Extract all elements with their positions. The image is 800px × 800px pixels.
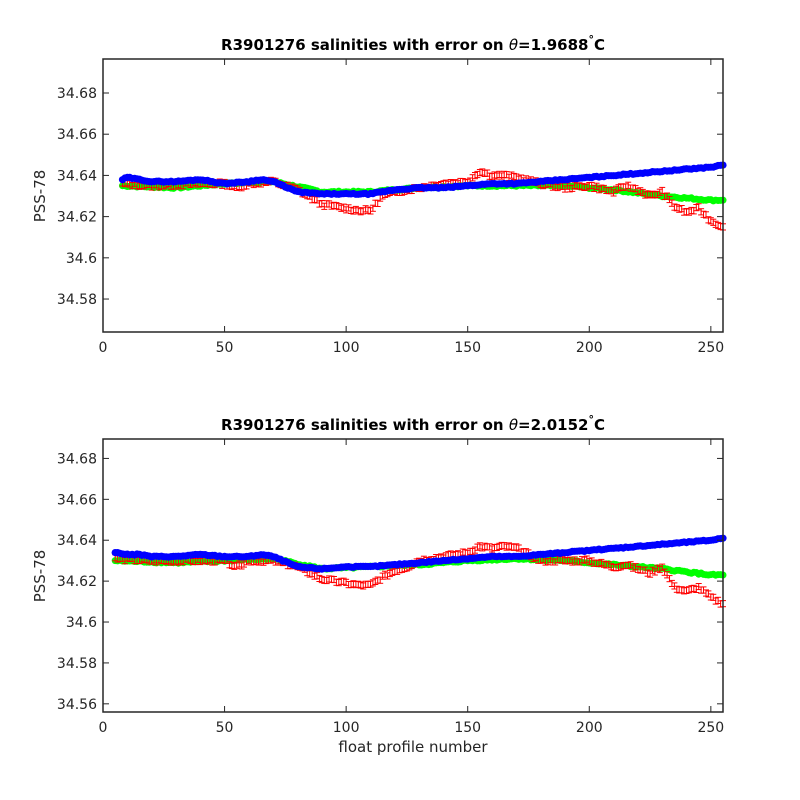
plot-1-ytick-label: 34.6 — [66, 251, 97, 267]
plot-1-ytick-label: 34.62 — [57, 210, 97, 226]
plot-2-title: R3901276 salinities with error on θ=2.01… — [221, 413, 605, 434]
plot-2: R3901276 salinities with error on θ=2.01… — [31, 413, 727, 756]
plot-2-ytick-label: 34.6 — [66, 615, 97, 631]
plot-1-title-theta: θ — [509, 36, 518, 54]
plot-2-area — [103, 439, 723, 712]
plot-1-xtick-label: 50 — [216, 340, 234, 356]
plot-1-xtick-label: 0 — [99, 340, 108, 356]
plot-1-title-unit: C — [594, 36, 605, 54]
plot-2-data — [111, 534, 727, 608]
plot-2-xtick-label: 200 — [576, 720, 603, 736]
plot-1-xtick-label: 200 — [576, 340, 603, 356]
plot-2-xtick-label: 0 — [99, 720, 108, 736]
plot-1-axes-box — [102, 58, 724, 333]
plot-2-ytick-label: 34.56 — [57, 697, 97, 713]
plot-1-data — [118, 161, 727, 231]
plot-2-xtick-label: 100 — [333, 720, 360, 736]
plot-2-title-unit: C — [594, 416, 605, 434]
plot-2-xtick-label: 50 — [216, 720, 234, 736]
plot-2-ytick-label: 34.66 — [57, 492, 97, 508]
plot-1-ytick-label: 34.58 — [57, 292, 97, 308]
plot-1-title-degree: ° — [588, 33, 594, 46]
plot-1: R3901276 salinities with error on θ=1.96… — [31, 33, 727, 356]
plot-2-xlabel: float profile number — [338, 738, 488, 756]
plot-2-ytick-label: 34.62 — [57, 574, 97, 590]
plot-2-title-value: =2.0152 — [518, 416, 588, 434]
plot-2-title-prefix: R3901276 salinities with error on — [221, 416, 509, 434]
plot-2-title-degree: ° — [588, 413, 594, 426]
plot-1-title-prefix: R3901276 salinities with error on — [221, 36, 509, 54]
plot-2-xtick-label: 250 — [697, 720, 724, 736]
plot-2-axes: 0 50 100 150 200 250 34.56 34.58 34.6 34.62 34.64 3… — [57, 438, 724, 736]
plot-1-ytick-label: 34.68 — [57, 86, 97, 102]
plot-1-xtick-label: 150 — [454, 340, 481, 356]
plot-2-ytick-label: 34.68 — [57, 451, 97, 467]
plot-2-title-theta: θ — [509, 416, 518, 434]
plot-2-ylabel: PSS-78 — [31, 550, 49, 603]
plot-1-title-value: =1.9688 — [518, 36, 588, 54]
plot-2-xtick-label: 150 — [454, 720, 481, 736]
plot-1-area — [103, 59, 723, 332]
plot-2-axes-box — [102, 438, 724, 713]
plot-1-title: R3901276 salinities with error on θ=1.96… — [221, 33, 605, 54]
plot-1-axes: 0 50 100 150 200 250 34.58 34.6 34.62 34.64 34.66 3… — [57, 58, 724, 356]
plot-1-ylabel: PSS-78 — [31, 170, 49, 223]
plot-1-ytick-label: 34.66 — [57, 127, 97, 143]
plot-1-xtick-label: 250 — [697, 340, 724, 356]
plot-1-xtick-label: 100 — [333, 340, 360, 356]
plot-1-ytick-label: 34.64 — [57, 168, 97, 184]
plot-2-ytick-label: 34.58 — [57, 656, 97, 672]
plot-2-ytick-label: 34.64 — [57, 533, 97, 549]
